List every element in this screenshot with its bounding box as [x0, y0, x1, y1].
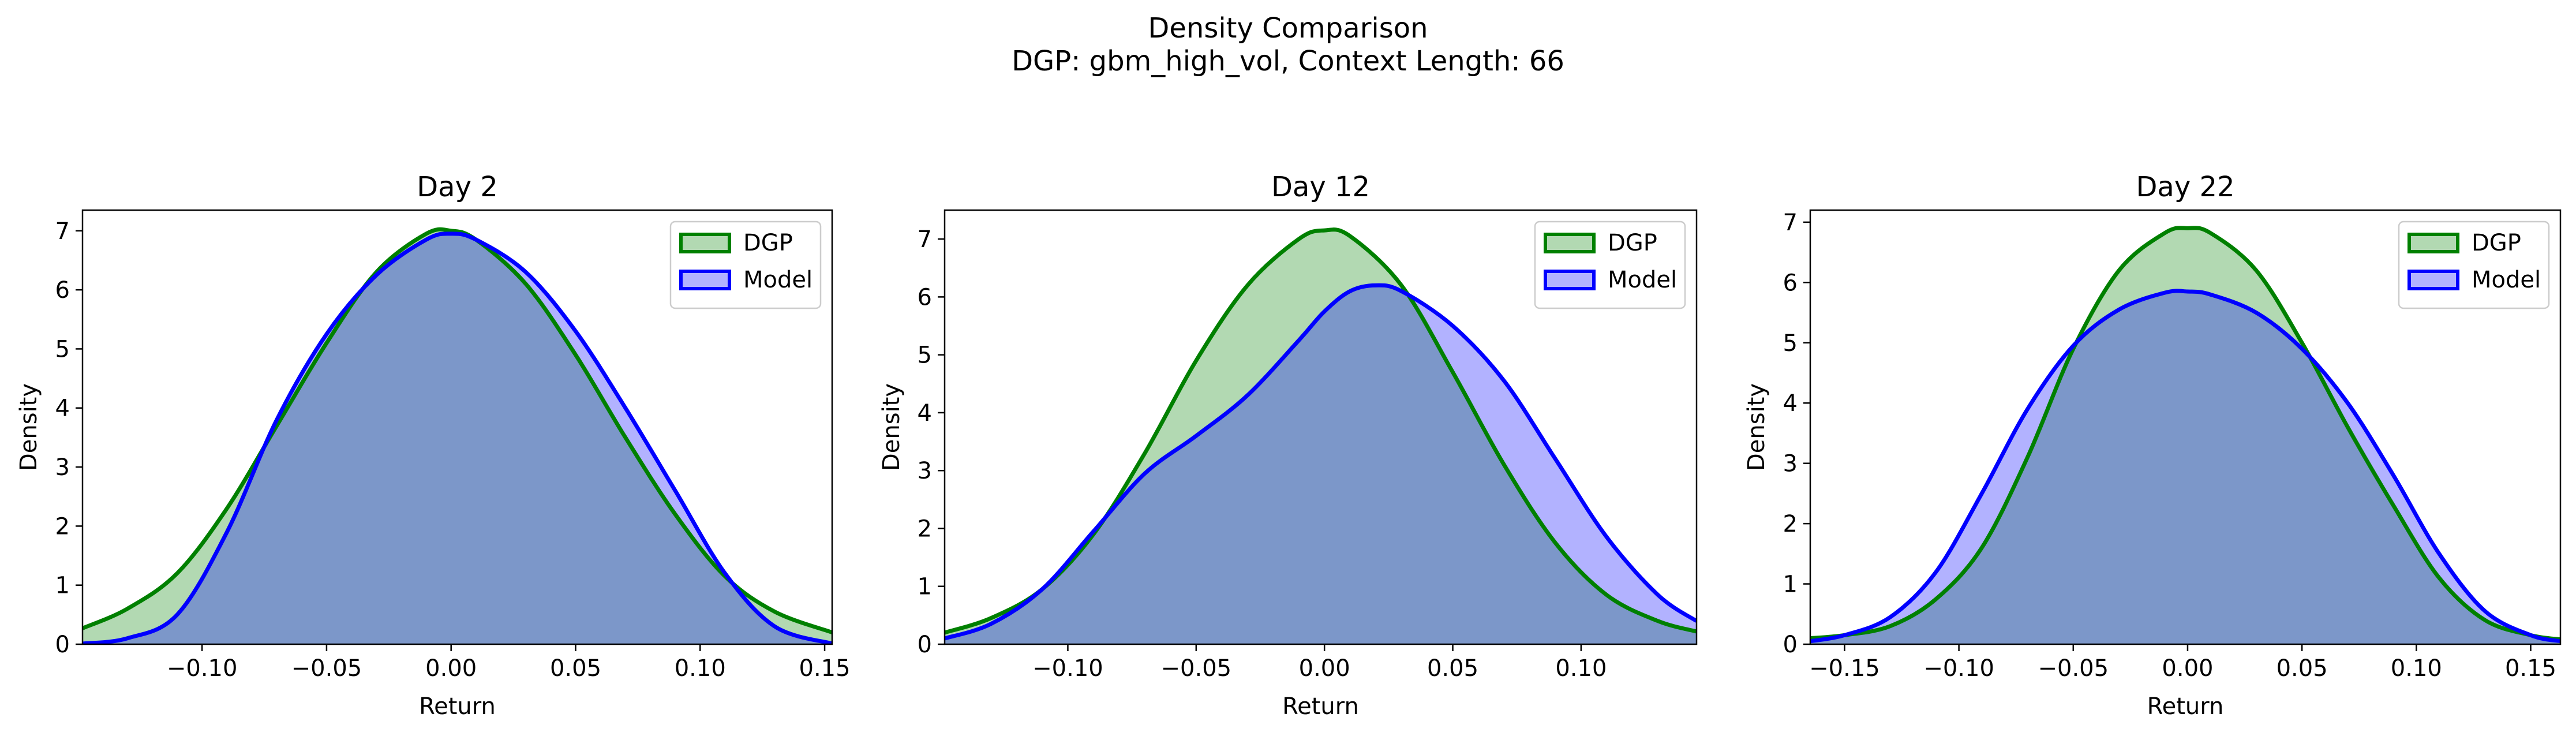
y-tick-label: 4 — [918, 400, 932, 427]
legend-label-dgp: DGP — [743, 230, 793, 256]
panel-day-2: −0.10 −0.05 0.00 0.05 0.10 0.15 0 1 2 3 4 5 6 7 Day 2… — [16, 171, 851, 720]
panel-1-legend: DGP Model — [669, 221, 822, 309]
x-tick-label: 0.00 — [2162, 655, 2213, 682]
figure-title: Density Comparison — [1148, 12, 1428, 44]
x-tick-label: 0.10 — [675, 655, 726, 682]
panel-1-xlabel: Return — [419, 693, 496, 720]
x-tick-label: −0.05 — [2038, 655, 2109, 682]
y-tick-label: 2 — [918, 515, 932, 542]
y-tick-label: 1 — [918, 574, 932, 600]
panel-3-title: Day 22 — [2136, 171, 2234, 203]
panel-day-12: −0.10 −0.05 0.00 0.05 0.10 0 1 2 3 4 5 6 7 Day 12 Re… — [878, 171, 1698, 720]
y-tick-label: 6 — [1783, 270, 1798, 296]
x-tick-label: 0.15 — [799, 655, 851, 682]
panel-3-legend: DGP Model — [2398, 221, 2550, 309]
legend-swatch-model — [679, 270, 731, 290]
legend-label-dgp: DGP — [1608, 230, 1657, 256]
x-tick-label: −0.05 — [1161, 655, 1232, 682]
legend-label-model: Model — [1608, 267, 1677, 293]
y-tick-label: 7 — [918, 226, 932, 253]
y-tick-label: 4 — [1783, 390, 1798, 417]
panel-day-22: −0.15 −0.10 −0.05 0.00 0.05 0.10 0.1501234567 … — [1743, 171, 2562, 720]
legend-swatch-model — [2407, 270, 2459, 290]
panel-2-frame — [943, 209, 1698, 645]
y-tick-label: 0 — [1783, 632, 1798, 658]
panel-3-frame — [1809, 209, 2562, 645]
x-tick-label: −0.10 — [1032, 655, 1103, 682]
y-tick-label: 6 — [55, 277, 70, 304]
y-tick-label: 1 — [55, 573, 70, 599]
panel-2-title: Day 12 — [1271, 171, 1370, 203]
y-tick-label: 2 — [1783, 511, 1798, 537]
series-dgp-line — [83, 227, 832, 634]
panel-3-ticks: −0.15 −0.10 −0.05 0.00 0.05 0.10 0.15 0 1 2 3 4 5 6 7 — [1783, 210, 2556, 682]
series-dgp-line — [945, 227, 1697, 635]
x-tick-label: −0.10 — [1923, 655, 1994, 682]
series-model-line — [1810, 289, 2560, 644]
panel-1-ylabel: Density — [16, 383, 42, 471]
series-model-area — [1810, 290, 2560, 644]
legend-swatch-dgp — [1544, 233, 1596, 253]
x-tick-label: 0.05 — [2277, 655, 2328, 682]
panel-2-legend: DGP Model — [1534, 221, 1686, 309]
x-tick-label: 0.10 — [1555, 655, 1607, 682]
panel-3-xlabel: Return — [2147, 693, 2224, 720]
panel-2-ylabel: Density — [878, 383, 905, 471]
y-tick-label: 5 — [1783, 330, 1798, 357]
series-model-area — [83, 233, 832, 644]
legend-label-model: Model — [2472, 267, 2541, 293]
x-tick-label: −0.15 — [1809, 655, 1880, 682]
panel-1-series — [83, 227, 832, 644]
series-model-line — [945, 283, 1697, 641]
x-tick-label: 0.15 — [2505, 655, 2556, 682]
series-model-area — [945, 285, 1697, 644]
x-tick-label: 0.00 — [1299, 655, 1350, 682]
y-tick-label: 7 — [55, 218, 70, 245]
y-tick-label: 5 — [918, 342, 932, 369]
panel-3-ylabel: Density — [1743, 383, 1770, 471]
series-dgp-line — [1810, 226, 2560, 642]
y-tick-label: 7 — [1783, 210, 1798, 236]
y-tick-label: 3 — [55, 454, 70, 481]
y-tick-label: 6 — [918, 284, 932, 311]
x-tick-label: −0.05 — [291, 655, 362, 682]
panel-1-title: Day 2 — [417, 171, 498, 203]
series-dgp-area — [83, 229, 832, 644]
y-tick-label: 4 — [55, 395, 70, 422]
x-tick-label: 0.05 — [550, 655, 601, 682]
panel-2-xlabel: Return — [1282, 693, 1359, 720]
series-dgp-area — [945, 229, 1697, 644]
legend-swatch-dgp — [679, 233, 731, 253]
panel-1-ticks: −0.10 −0.05 0.00 0.05 0.10 0.15 0 1 2 3 4 5 6 7 — [55, 218, 851, 682]
legend-label-dgp: DGP — [2472, 230, 2521, 256]
panel-2-ticks: −0.10 −0.05 0.00 0.05 0.10 0 1 2 3 4 5 6 7 — [918, 226, 1607, 682]
y-tick-label: 2 — [55, 513, 70, 540]
panel-1-frame — [81, 209, 833, 645]
x-tick-label: 0.10 — [2391, 655, 2442, 682]
y-tick-label: 0 — [918, 632, 932, 658]
x-tick-label: 0.00 — [425, 655, 477, 682]
y-tick-label: 3 — [1783, 451, 1798, 477]
panel-2-series — [945, 227, 1697, 644]
y-tick-label: 5 — [55, 336, 70, 363]
series-model-line — [83, 231, 832, 644]
y-tick-label: 0 — [55, 632, 70, 658]
x-tick-label: 0.05 — [1427, 655, 1478, 682]
panel-3-series — [1810, 226, 2560, 644]
y-tick-label: 1 — [1783, 571, 1798, 598]
legend-swatch-model — [1544, 270, 1596, 290]
figure-subtitle: DGP: gbm_high_vol, Context Length: 66 — [1012, 45, 1564, 77]
legend-swatch-dgp — [2407, 233, 2459, 253]
y-tick-label: 3 — [918, 458, 932, 484]
x-tick-label: −0.10 — [167, 655, 238, 682]
legend-label-model: Model — [743, 267, 813, 293]
series-dgp-area — [1810, 227, 2560, 644]
